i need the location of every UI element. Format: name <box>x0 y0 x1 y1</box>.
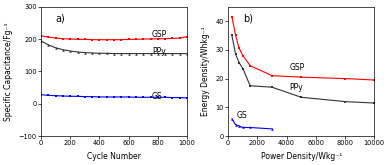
Y-axis label: Specific Capacitance/Fg⁻¹: Specific Capacitance/Fg⁻¹ <box>4 22 13 121</box>
Text: b): b) <box>243 13 253 23</box>
Text: PPy: PPy <box>152 48 166 56</box>
Text: GS: GS <box>152 92 163 101</box>
Text: GS: GS <box>236 112 247 120</box>
Text: PPy: PPy <box>289 83 303 92</box>
Y-axis label: Energy Density/Whkg⁻¹: Energy Density/Whkg⁻¹ <box>201 27 210 116</box>
Text: a): a) <box>56 13 65 23</box>
Text: GSP: GSP <box>152 30 167 39</box>
Text: GSP: GSP <box>289 63 305 72</box>
X-axis label: Cycle Number: Cycle Number <box>87 152 141 161</box>
X-axis label: Power Density/Wkg⁻¹: Power Density/Wkg⁻¹ <box>261 152 342 161</box>
